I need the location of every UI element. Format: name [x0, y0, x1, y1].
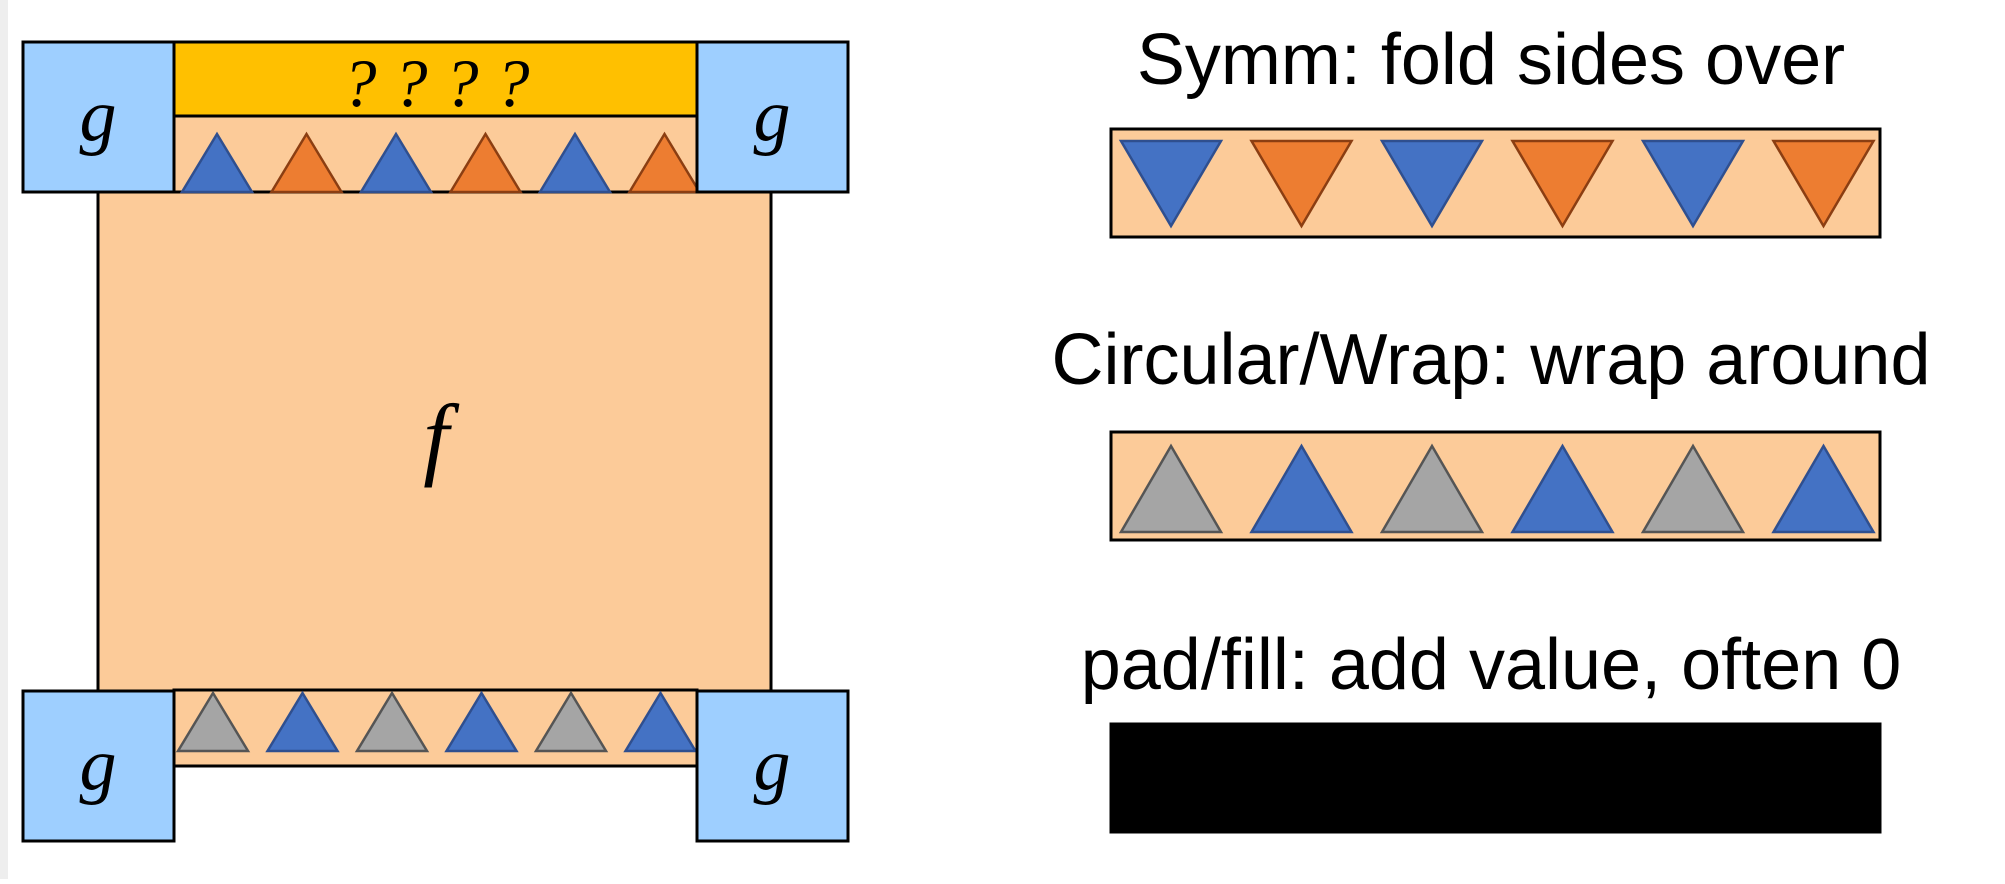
panel-strip-pad [1109, 722, 1882, 834]
wrap-triangle-gray [1118, 443, 1224, 534]
corner-top-left: g [21, 40, 176, 194]
top-row-triangle-orange [627, 131, 702, 194]
wrap-triangle-blue [1510, 443, 1615, 534]
corner-bottom-left: g [21, 689, 176, 843]
top-row-triangle-blue [537, 131, 613, 194]
wrap-triangle-gray [1640, 443, 1746, 534]
symm-triangle-orange [1510, 139, 1615, 229]
bottom-row-triangle-gray [533, 690, 609, 753]
corner-bottom-right: g [695, 689, 850, 843]
corner-top-right: g [695, 40, 850, 194]
main-image-square [96, 113, 773, 767]
panel-triangles-symm [1118, 139, 1876, 229]
panel-title-pad: pad/fill: add value, often 0 [1081, 625, 1902, 705]
left-edge-rule [0, 0, 8, 879]
top-row-triangle-orange [448, 131, 523, 194]
bottom-row-triangle-gray [175, 690, 251, 753]
bottom-row-triangle-gray [354, 690, 430, 753]
bottom-row-triangles [175, 690, 698, 753]
corner-label: g [80, 75, 117, 157]
wrap-triangle-gray [1379, 443, 1485, 534]
corner-label: g [80, 724, 117, 806]
top-edge-strip [172, 114, 699, 194]
panel-strip-symm [1109, 127, 1882, 239]
symm-triangle-blue [1640, 139, 1746, 229]
panel-title-wrap: Circular/Wrap: wrap around [1051, 320, 1930, 400]
wrap-triangle-blue [1249, 443, 1354, 534]
wrap-triangle-blue [1771, 443, 1876, 534]
bottom-row-triangle-blue [623, 690, 698, 753]
panel-strip-wrap [1109, 430, 1882, 542]
symm-triangle-orange [1771, 139, 1876, 229]
bottom-row-triangle-blue [444, 690, 519, 753]
top-row-triangle-blue [179, 131, 255, 194]
bottom-edge-strip [172, 688, 699, 768]
bottom-row-triangle-blue [265, 690, 340, 753]
panel-triangles-wrap [1118, 443, 1876, 534]
panel-title-symm: Symm: fold sides over [1137, 20, 1845, 100]
unknown-strip [172, 40, 699, 118]
symm-triangle-orange [1249, 139, 1354, 229]
top-row-triangle-blue [358, 131, 434, 194]
top-row-triangles [179, 131, 702, 194]
unknown-label: ? ? ? ? [343, 45, 530, 121]
symm-triangle-blue [1118, 139, 1224, 229]
symm-triangle-blue [1379, 139, 1485, 229]
corner-label: g [754, 724, 791, 806]
corner-label: g [754, 75, 791, 157]
top-row-triangle-orange [269, 131, 344, 194]
